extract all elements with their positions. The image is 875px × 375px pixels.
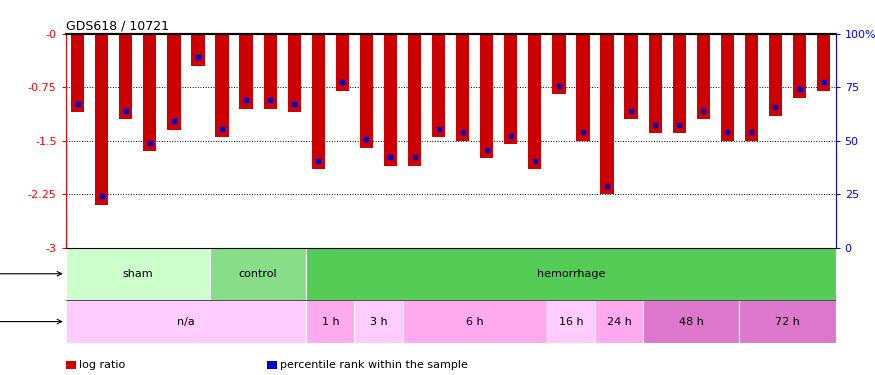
Text: sham: sham [123,269,153,279]
Bar [673,34,686,134]
Bar [739,300,836,343]
Bar [119,34,132,119]
Bar [306,248,836,300]
Bar [528,34,542,169]
Bar [71,34,84,112]
Bar [408,34,421,165]
Bar [306,300,354,343]
Bar [312,34,325,169]
Bar [66,300,306,343]
Bar [384,34,397,165]
Bar [288,34,301,112]
Text: 48 h: 48 h [679,316,704,327]
Bar [144,34,157,151]
Bar [643,300,739,343]
Bar [745,34,758,141]
Bar [721,34,734,141]
Bar [402,300,547,343]
Text: 72 h: 72 h [775,316,800,327]
Bar [336,34,349,91]
Bar [354,300,402,343]
Bar [577,34,590,141]
Text: 1 h: 1 h [321,316,340,327]
Bar [552,34,565,94]
Text: hemorrhage: hemorrhage [536,269,606,279]
Bar [504,34,517,144]
Bar [648,34,662,134]
Text: percentile rank within the sample: percentile rank within the sample [280,360,468,370]
Bar [547,300,595,343]
Bar [240,34,253,108]
Bar [263,34,276,108]
Bar [66,248,210,300]
Bar [192,34,205,66]
Bar [817,34,830,91]
Bar [696,34,710,119]
Bar [95,34,108,205]
Bar [793,34,806,98]
Bar [595,300,643,343]
Text: log ratio: log ratio [79,360,125,370]
Bar [480,34,494,158]
Text: 6 h: 6 h [466,316,484,327]
Text: GDS618 / 10721: GDS618 / 10721 [66,20,169,33]
Text: 3 h: 3 h [369,316,388,327]
Text: n/a: n/a [177,316,195,327]
Bar [360,34,373,148]
Bar [600,34,613,194]
Bar [167,34,180,130]
Bar [210,248,306,300]
Bar [625,34,638,119]
Bar [215,34,228,137]
Bar [432,34,445,137]
Text: 16 h: 16 h [558,316,584,327]
Text: control: control [239,269,277,279]
Bar [456,34,469,141]
Text: 24 h: 24 h [606,316,632,327]
Bar [769,34,782,116]
